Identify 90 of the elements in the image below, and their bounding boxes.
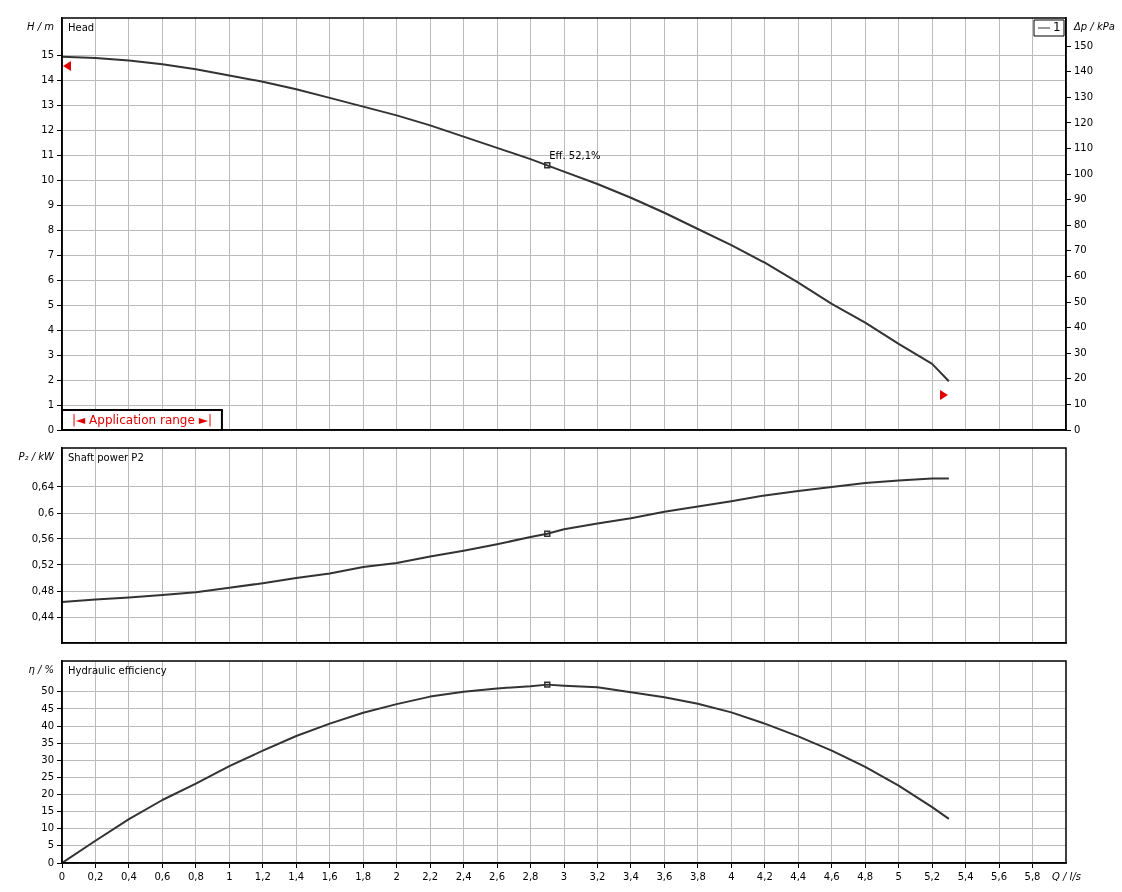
- y-tick-label: 2: [47, 373, 54, 385]
- x-tick-label: 5,2: [924, 870, 941, 882]
- y-axis-title: η / %: [28, 663, 54, 675]
- y-axis-title: P₂ / kW: [18, 450, 56, 462]
- x-tick-label: 5,6: [991, 870, 1008, 882]
- y-tick-label: 35: [41, 736, 54, 748]
- x-tick-label: 0: [58, 870, 66, 882]
- y2-tick-label: 30: [1074, 346, 1087, 358]
- y2-tick-label: 90: [1074, 193, 1087, 205]
- x-tick-label: 0,4: [120, 870, 137, 882]
- x-tick-label: 0,6: [154, 870, 171, 882]
- x-tick-label: 1,4: [288, 870, 305, 882]
- y-tick-label: 0,52: [31, 558, 54, 570]
- x-axis-title: Q / l/s: [1052, 870, 1081, 882]
- y-tick-label: 1: [47, 398, 54, 410]
- x-tick-label: 3,2: [589, 870, 606, 882]
- y2-tick-label: 100: [1074, 167, 1094, 179]
- y-tick-label: 20: [41, 788, 54, 800]
- chart-title: Hydraulic efficiency: [68, 664, 167, 676]
- y-tick-label: 0,64: [31, 480, 54, 492]
- y-tick-label: 0,48: [31, 584, 54, 596]
- y-tick-label: 50: [41, 685, 54, 697]
- legend-label: 1: [1053, 20, 1061, 35]
- x-tick-label: 4,6: [823, 870, 840, 882]
- x-tick-label: 2,2: [422, 870, 439, 882]
- x-tick-label: 2,4: [455, 870, 472, 882]
- x-tick-label: 4,8: [857, 870, 874, 882]
- chart-title: Shaft power P2: [68, 451, 144, 463]
- y2-axis-title: Δp / kPa: [1073, 20, 1115, 32]
- annotation: |◄ Application range ►|: [72, 413, 212, 428]
- x-tick-label: 1,2: [254, 870, 271, 882]
- x-tick-label: 2,8: [522, 870, 539, 882]
- x-tick-label: 4: [728, 870, 735, 882]
- annotation: Eff. 52,1%: [549, 149, 601, 161]
- y-tick-label: 9: [47, 198, 54, 210]
- y2-tick-label: 70: [1074, 244, 1087, 256]
- y-tick-label: 7: [47, 248, 54, 260]
- y-tick-label: 30: [41, 753, 54, 765]
- x-tick-label: 1,8: [355, 870, 372, 882]
- x-tick-label: 3: [560, 870, 568, 882]
- chart-title: Head: [68, 21, 95, 33]
- y-tick-label: 10: [41, 822, 54, 834]
- y-tick-label: 15: [41, 49, 54, 61]
- x-tick-label: 0,2: [87, 870, 104, 882]
- y-tick-label: 6: [47, 273, 54, 285]
- y-tick-label: 3: [47, 348, 54, 360]
- x-tick-label: 3,8: [689, 870, 706, 882]
- y-tick-label: 14: [41, 74, 54, 86]
- y-tick-label: 0,6: [38, 506, 54, 518]
- y2-tick-label: 60: [1074, 270, 1087, 282]
- x-tick-label: 5,4: [957, 870, 974, 882]
- y-axis-title: H / m: [27, 20, 55, 32]
- y-tick-label: 0: [47, 423, 54, 435]
- y-tick-label: 45: [41, 702, 54, 714]
- y-tick-label: 40: [41, 719, 54, 731]
- x-tick-label: 1: [226, 870, 233, 882]
- y-tick-label: 4: [47, 323, 54, 335]
- y2-tick-label: 0: [1074, 423, 1081, 435]
- x-tick-label: 2: [393, 870, 400, 882]
- y-tick-label: 11: [41, 148, 54, 160]
- y-tick-label: 5: [47, 298, 54, 310]
- x-tick-label: 3,6: [656, 870, 673, 882]
- y-tick-label: 15: [41, 805, 54, 817]
- y2-tick-label: 80: [1074, 218, 1087, 230]
- x-tick-label: 2,6: [489, 870, 506, 882]
- x-tick-label: 1,6: [321, 870, 338, 882]
- x-tick-label: 5: [895, 870, 902, 882]
- y2-tick-label: 120: [1074, 116, 1094, 128]
- y2-tick-label: 10: [1074, 398, 1087, 409]
- x-tick-label: 0,8: [187, 870, 204, 882]
- y-tick-label: 8: [47, 223, 54, 235]
- y-tick-label: 13: [41, 98, 54, 110]
- y2-tick-label: 20: [1074, 372, 1087, 384]
- y-tick-label: 12: [41, 123, 54, 135]
- y2-tick-label: 150: [1074, 39, 1094, 51]
- x-tick-label: 4,4: [790, 870, 807, 882]
- x-tick-label: 5,8: [1024, 870, 1041, 882]
- y2-tick-label: 50: [1074, 295, 1087, 307]
- y-tick-label: 10: [41, 173, 54, 185]
- y2-tick-label: 130: [1074, 90, 1094, 102]
- y-tick-label: 0: [47, 856, 54, 868]
- y-tick-label: 0,56: [31, 532, 54, 544]
- y-tick-label: 25: [41, 771, 54, 782]
- x-tick-label: 3,4: [622, 870, 639, 882]
- y-tick-label: 5: [47, 839, 54, 851]
- y-tick-label: 0,44: [31, 610, 54, 622]
- y2-tick-label: 140: [1074, 65, 1094, 77]
- y2-tick-label: 110: [1074, 142, 1094, 154]
- y2-tick-label: 40: [1074, 321, 1087, 333]
- x-tick-label: 4,2: [756, 870, 773, 882]
